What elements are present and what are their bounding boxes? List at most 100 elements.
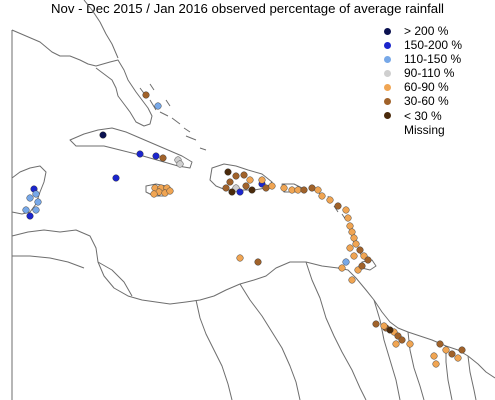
legend-label: 30-60 %: [404, 94, 449, 109]
station-point: [364, 256, 372, 264]
legend-label: 60-90 %: [404, 80, 449, 95]
inland-border-9: [12, 255, 85, 269]
station-point: [22, 206, 30, 214]
station-point: [294, 186, 302, 194]
station-point: [248, 186, 256, 194]
legend-swatch: [384, 55, 391, 63]
station-point: [458, 346, 466, 354]
station-point: [236, 254, 244, 262]
bahamas-islands: [139, 83, 207, 151]
station-point: [326, 196, 334, 204]
station-point: [358, 262, 366, 270]
station-point: [314, 186, 322, 194]
inland-border-7: [445, 346, 453, 400]
station-point: [154, 102, 162, 110]
central-america-coast: [11, 229, 495, 379]
station-point: [26, 212, 34, 220]
station-point: [176, 160, 184, 168]
station-point: [344, 214, 352, 222]
station-point: [430, 352, 438, 360]
station-point: [342, 258, 350, 266]
station-point: [432, 360, 440, 368]
station-point: [228, 188, 236, 196]
station-point: [350, 234, 358, 242]
station-point: [318, 192, 326, 200]
station-point: [142, 91, 150, 99]
station-point: [222, 184, 230, 192]
inland-border-1: [97, 261, 133, 297]
station-point: [308, 184, 316, 192]
legend-swatch: [384, 41, 391, 49]
legend-swatch: [384, 112, 391, 120]
station-point: [342, 206, 350, 214]
legend-label: > 200 %: [404, 24, 449, 38]
legend-label: 110-150 %: [404, 52, 462, 67]
station-point: [268, 182, 276, 190]
station-point: [34, 198, 42, 206]
cuba-coast: [69, 127, 193, 169]
station-point: [442, 346, 450, 354]
legend-swatch: [384, 83, 391, 91]
station-point: [436, 340, 444, 348]
station-point: [448, 350, 456, 358]
station-point: [236, 188, 244, 196]
station-points: [22, 91, 466, 368]
station-point: [352, 240, 360, 248]
station-point: [262, 184, 270, 192]
station-point: [112, 174, 120, 182]
station-point: [152, 152, 160, 160]
inland-border-2: [195, 299, 233, 400]
legend-label: < 30 %: [404, 108, 442, 123]
station-point: [380, 322, 388, 330]
legend-label: 150-200 %: [404, 38, 463, 53]
station-point: [240, 171, 248, 179]
station-point: [300, 186, 308, 194]
station-point: [159, 154, 167, 162]
inland-border-5: [373, 299, 401, 400]
station-point: [334, 202, 342, 210]
inland-border-8: [467, 355, 477, 400]
station-point: [99, 131, 107, 139]
station-point: [26, 194, 34, 202]
legend-swatch: [384, 27, 391, 35]
station-point: [392, 340, 400, 348]
station-point: [372, 320, 380, 328]
legend-label: Missing: [404, 122, 445, 137]
station-point: [166, 187, 174, 195]
inland-border-3: [239, 283, 301, 400]
station-point: [356, 246, 364, 254]
station-point: [258, 176, 266, 184]
station-point: [288, 186, 296, 194]
station-point: [254, 258, 262, 266]
station-point: [348, 228, 356, 236]
yucatan-coast: [11, 165, 47, 215]
map-title: Nov - Dec 2015 / Jan 2016 observed perce…: [51, 1, 444, 16]
legend-label: 90-110 %: [404, 66, 455, 81]
station-point: [338, 264, 346, 272]
station-point: [348, 276, 356, 284]
station-point: [346, 222, 354, 230]
legend-swatch: [384, 97, 391, 105]
station-point: [386, 326, 394, 334]
station-point: [454, 354, 462, 362]
station-point: [398, 336, 406, 344]
legend-swatch: [384, 69, 391, 77]
coastlines: [11, 0, 495, 400]
station-point: [224, 168, 232, 176]
station-point: [32, 190, 40, 198]
station-point: [226, 178, 234, 186]
station-point: [242, 182, 250, 190]
station-point: [346, 244, 354, 252]
station-point: [350, 252, 358, 260]
station-point: [150, 190, 158, 198]
station-point: [246, 176, 254, 184]
florida-east-coast: [83, 0, 119, 59]
station-point: [280, 184, 288, 192]
station-point: [32, 206, 40, 214]
inland-border-4: [305, 261, 367, 400]
station-point: [406, 340, 414, 348]
station-point: [136, 150, 144, 158]
station-point: [232, 172, 240, 180]
florida-coast: [11, 29, 153, 127]
